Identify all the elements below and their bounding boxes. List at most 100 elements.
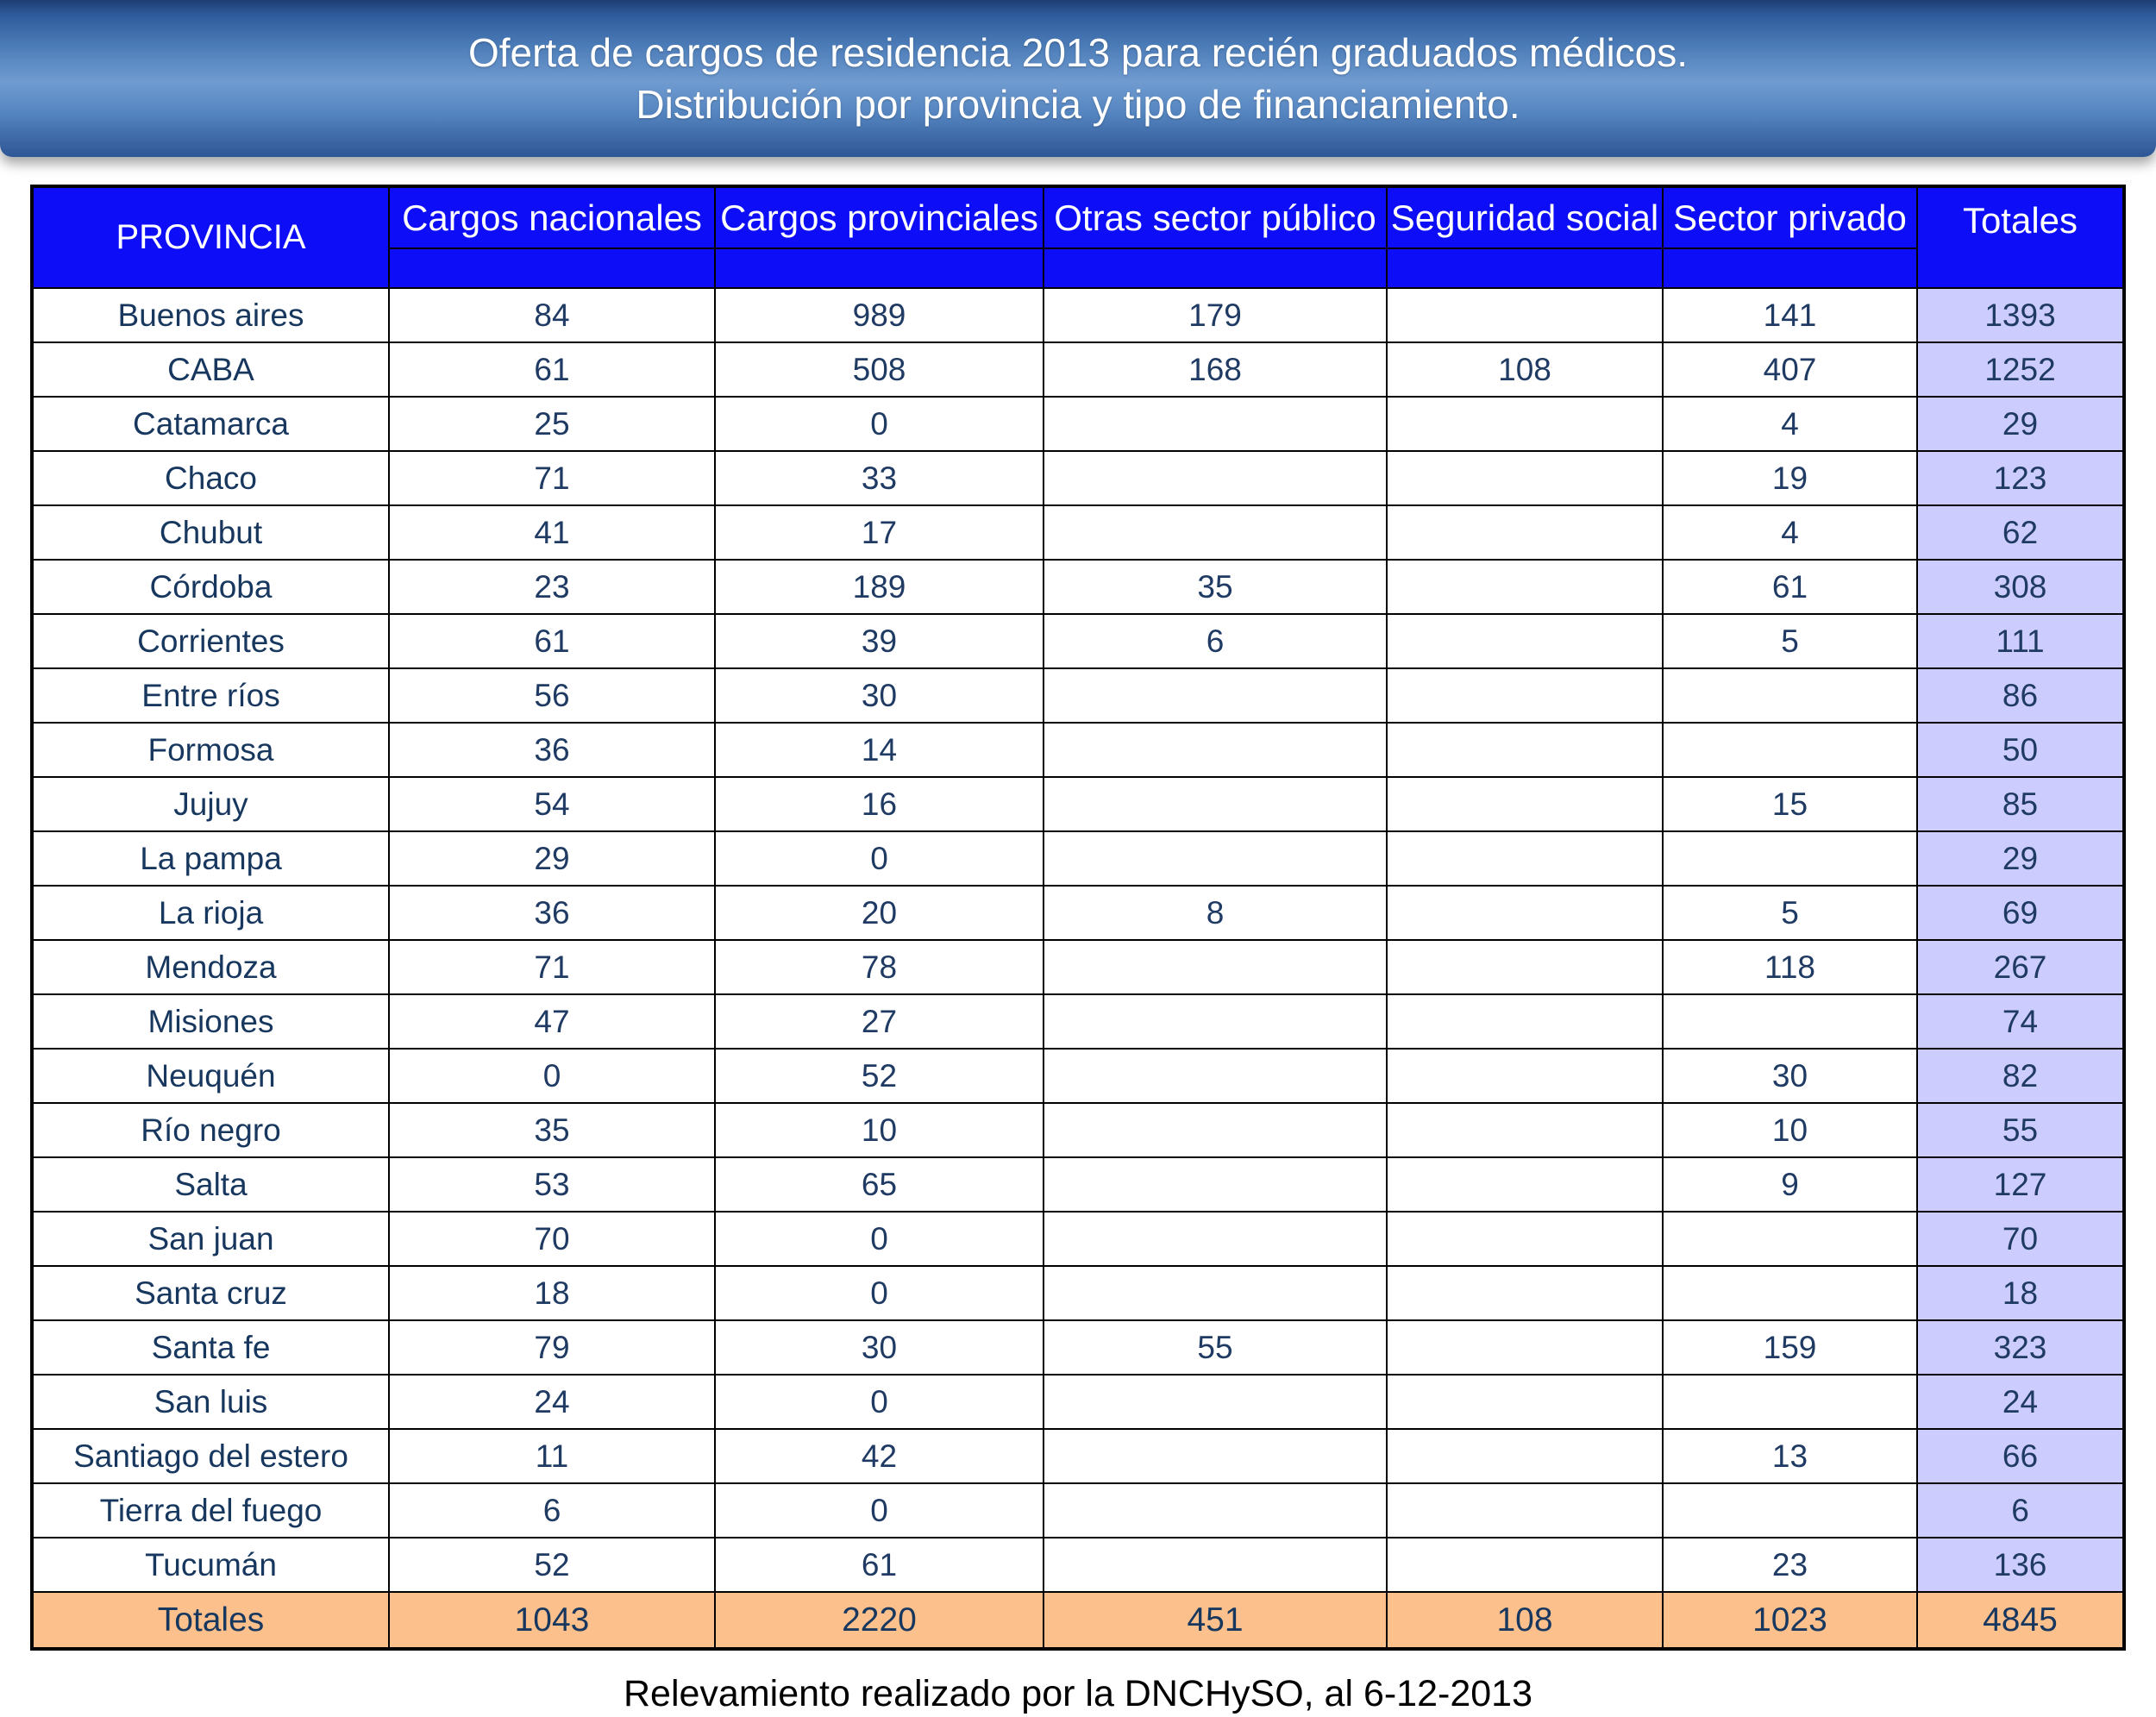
cell-provincia: Santiago del estero: [31, 1428, 390, 1484]
cell-value: [1662, 1482, 1918, 1538]
cell-value: 4: [1662, 396, 1918, 452]
cell-value: 84: [388, 287, 716, 343]
cell-provincia: San luis: [31, 1374, 390, 1430]
cell-value: [1386, 1428, 1664, 1484]
cell-value: 4: [1662, 504, 1918, 561]
slide-title-line2: Distribución por provincia y tipo de fin…: [636, 82, 1520, 127]
table-row: La pampa 29 0 29: [31, 830, 2125, 887]
cell-provincia: Santa fe: [31, 1319, 390, 1375]
cell-value: [1043, 1211, 1388, 1267]
cell-provincia: Mendoza: [31, 939, 390, 995]
cell-value: [1662, 1265, 1918, 1321]
cell-value: [1662, 667, 1918, 724]
cell-provincia: Catamarca: [31, 396, 390, 452]
cell-value: 29: [388, 830, 716, 887]
cell-value: 13: [1662, 1428, 1918, 1484]
cell-provincia: Corrientes: [31, 613, 390, 669]
cell-provincia: San juan: [31, 1211, 390, 1267]
cell-value: [1386, 667, 1664, 724]
table-row: Corrientes 61 39 6 5 111: [31, 613, 2125, 669]
cell-value: 159: [1662, 1319, 1918, 1375]
cell-total: 29: [1916, 396, 2125, 452]
header-row: PROVINCIA Cargos nacionales Cargos provinc…: [31, 185, 2125, 289]
cell-value: [1043, 504, 1388, 561]
table-row: Chubut 41 17 4 62: [31, 504, 2125, 561]
cell-provincia: Tucumán: [31, 1537, 390, 1593]
data-table: PROVINCIA Cargos nacionales Cargos provinc…: [30, 185, 2126, 1651]
column-header-totales: Totales: [1916, 185, 2125, 289]
cell-value: 36: [388, 722, 716, 778]
cell-value: 5: [1662, 885, 1918, 941]
table-totals: Totales 1043 2220 451 108 1023 4845: [31, 1591, 2125, 1650]
header-empty-cell: [388, 248, 716, 289]
cell-value: [1386, 830, 1664, 887]
cell-provincia: Neuquén: [31, 1048, 390, 1104]
cell-value: 41: [388, 504, 716, 561]
column-header: Seguridad social: [1386, 185, 1664, 249]
cell-value: 30: [1662, 1048, 1918, 1104]
cell-provincia: Entre ríos: [31, 667, 390, 724]
table-row: La rioja 36 20 8 5 69: [31, 885, 2125, 941]
cell-value: 141: [1662, 287, 1918, 343]
cell-total: 6: [1916, 1482, 2125, 1538]
cell-total: 29: [1916, 830, 2125, 887]
cell-provincia: La pampa: [31, 830, 390, 887]
cell-provincia: Buenos aires: [31, 287, 390, 343]
cell-value: 108: [1386, 342, 1664, 398]
cell-value: 56: [388, 667, 716, 724]
column-header: Sector privado: [1662, 185, 1918, 249]
cell-value: [1386, 613, 1664, 669]
header-subrow: [32, 248, 2124, 289]
table-row: Formosa 36 14 50: [31, 722, 2125, 778]
cell-total: 1393: [1916, 287, 2125, 343]
title-banner: Oferta de cargos de residencia 2013 para…: [0, 0, 2156, 157]
cell-total: 18: [1916, 1265, 2125, 1321]
cell-value: [1386, 1102, 1664, 1158]
cell-value: [1386, 559, 1664, 615]
cell-value: [1386, 1319, 1664, 1375]
cell-value: 79: [388, 1319, 716, 1375]
cell-value: [1043, 1482, 1388, 1538]
table-row: San luis 24 0 24: [31, 1374, 2125, 1430]
slide-title-line1: Oferta de cargos de residencia 2013 para…: [467, 30, 1689, 75]
cell-value: 0: [714, 1482, 1044, 1538]
cell-value: 6: [388, 1482, 716, 1538]
cell-value: [1043, 450, 1388, 506]
cell-value: [1043, 667, 1388, 724]
totals-label: Totales: [31, 1591, 390, 1650]
cell-value: 6: [1043, 613, 1388, 669]
cell-value: [1662, 830, 1918, 887]
header-empty-cell: [1662, 248, 1918, 289]
cell-total: 127: [1916, 1156, 2125, 1213]
cell-provincia: Santa cruz: [31, 1265, 390, 1321]
cell-value: 53: [388, 1156, 716, 1213]
cell-provincia: Misiones: [31, 993, 390, 1050]
cell-value: [1043, 776, 1388, 832]
totals-value: 1023: [1662, 1591, 1918, 1650]
cell-value: [1386, 993, 1664, 1050]
cell-value: 35: [1043, 559, 1388, 615]
cell-provincia: Chubut: [31, 504, 390, 561]
table-row: Entre ríos 56 30 86: [31, 667, 2125, 724]
cell-value: [1386, 885, 1664, 941]
totals-value: 1043: [388, 1591, 716, 1650]
cell-total: 62: [1916, 504, 2125, 561]
cell-value: 508: [714, 342, 1044, 398]
cell-value: 19: [1662, 450, 1918, 506]
cell-value: 52: [388, 1537, 716, 1593]
cell-provincia: Jujuy: [31, 776, 390, 832]
header-empty-cell: [1043, 248, 1388, 289]
cell-total: 136: [1916, 1537, 2125, 1593]
cell-value: [1043, 1374, 1388, 1430]
cell-total: 70: [1916, 1211, 2125, 1267]
cell-value: 11: [388, 1428, 716, 1484]
cell-value: 0: [714, 1374, 1044, 1430]
table-row: Córdoba 23 189 35 61 308: [31, 559, 2125, 615]
cell-value: 42: [714, 1428, 1044, 1484]
cell-value: 0: [714, 1211, 1044, 1267]
totals-value: 451: [1043, 1591, 1388, 1650]
cell-value: [1043, 993, 1388, 1050]
cell-total: 86: [1916, 667, 2125, 724]
cell-value: 179: [1043, 287, 1388, 343]
cell-value: [1386, 396, 1664, 452]
